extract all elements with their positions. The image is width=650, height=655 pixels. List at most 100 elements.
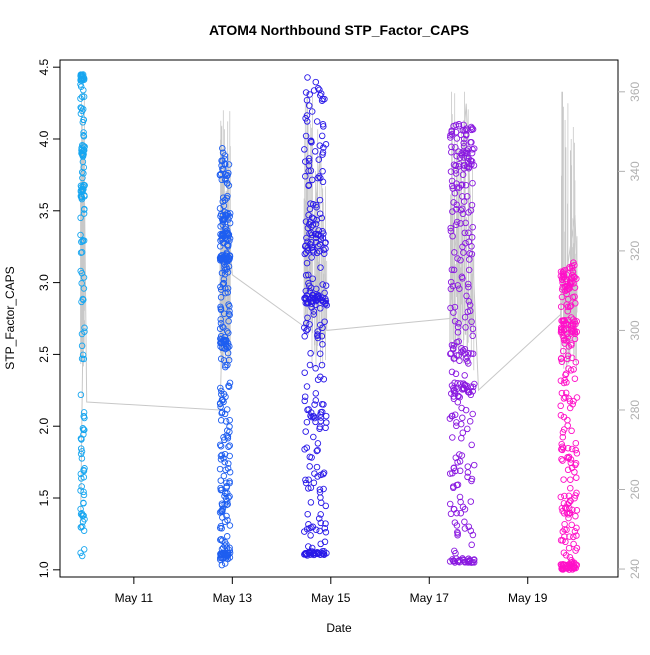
data-point — [313, 118, 321, 125]
data-point — [464, 280, 472, 288]
y2-tick-label: 360 — [628, 81, 642, 101]
data-point — [462, 219, 469, 227]
data-point — [303, 383, 311, 390]
data-point — [573, 450, 581, 457]
data-point — [317, 264, 324, 271]
data-point — [469, 223, 476, 231]
data-point — [559, 446, 566, 454]
data-point — [468, 541, 475, 549]
data-point — [80, 210, 88, 217]
data-point — [449, 434, 456, 441]
data-point — [81, 414, 88, 422]
data-point — [217, 170, 225, 178]
data-point — [568, 340, 575, 347]
data-point — [319, 121, 327, 128]
data-point — [454, 481, 462, 488]
data-point — [225, 301, 232, 308]
data-point — [226, 544, 233, 552]
data-point — [561, 340, 569, 347]
data-point — [217, 332, 225, 340]
data-point — [302, 476, 309, 484]
data-point — [312, 220, 320, 228]
data-point — [216, 171, 224, 178]
data-point — [321, 318, 328, 325]
data-point — [221, 492, 228, 500]
data-point — [569, 294, 577, 301]
data-point — [459, 347, 467, 354]
data-point — [221, 436, 228, 444]
data-point — [566, 404, 574, 412]
data-point — [316, 210, 324, 217]
data-point — [468, 441, 475, 449]
data-point — [302, 428, 309, 435]
chart-title: ATOM4 Northbound STP_Factor_CAPS — [209, 22, 469, 38]
data-point — [310, 311, 317, 318]
data-point — [312, 526, 320, 534]
y-tick-label: 4.0 — [37, 130, 51, 147]
data-point — [322, 502, 330, 510]
data-point — [78, 280, 85, 287]
data-point — [304, 224, 312, 232]
data-point — [560, 565, 567, 572]
data-point — [312, 201, 320, 209]
data-point — [557, 402, 564, 410]
data-point — [568, 445, 576, 453]
data-point — [221, 410, 229, 418]
data-point — [305, 543, 312, 550]
data-point — [560, 395, 568, 402]
data-point — [318, 132, 326, 140]
data-point — [451, 411, 459, 418]
data-point — [322, 520, 329, 527]
cluster-2 — [216, 145, 234, 569]
data-point — [451, 317, 459, 325]
data-point — [557, 303, 565, 310]
data-point — [303, 96, 311, 104]
data-point — [303, 444, 311, 451]
data-point — [566, 509, 574, 517]
data-point — [218, 507, 226, 514]
data-point — [319, 341, 326, 348]
data-point — [79, 238, 86, 245]
data-point — [220, 390, 228, 398]
data-point — [562, 389, 570, 397]
data-point — [220, 310, 228, 317]
y2-axis: 240 260 280 300 320 340 360 — [618, 81, 642, 579]
data-point — [560, 413, 568, 421]
data-point — [468, 475, 476, 483]
data-point — [446, 415, 454, 422]
data-point — [464, 463, 472, 470]
data-point — [571, 494, 578, 502]
data-point — [455, 184, 463, 191]
data-point — [312, 397, 320, 404]
data-point — [471, 380, 478, 388]
data-point — [559, 429, 567, 436]
data-point — [306, 91, 313, 98]
data-point — [465, 360, 472, 367]
data-point — [80, 274, 88, 281]
data-point — [218, 537, 226, 544]
data-point — [80, 142, 87, 150]
data-point — [78, 330, 86, 338]
data-point — [467, 527, 475, 535]
data-point — [461, 525, 469, 532]
data-point — [450, 393, 457, 400]
data-point — [222, 336, 229, 344]
data-point — [220, 472, 228, 480]
data-point — [226, 442, 233, 449]
data-point — [452, 128, 460, 136]
data-point — [302, 173, 309, 180]
data-point — [570, 540, 577, 548]
data-point — [318, 332, 326, 340]
data-point — [448, 341, 456, 349]
data-point — [453, 201, 460, 209]
data-point — [80, 181, 87, 189]
data-point — [77, 249, 85, 256]
data-point — [459, 127, 467, 134]
data-point — [308, 254, 315, 261]
data-point — [311, 148, 319, 155]
data-point — [226, 219, 234, 227]
data-point — [312, 418, 319, 426]
data-point — [77, 267, 84, 275]
data-point — [223, 479, 230, 486]
data-point — [316, 142, 324, 149]
